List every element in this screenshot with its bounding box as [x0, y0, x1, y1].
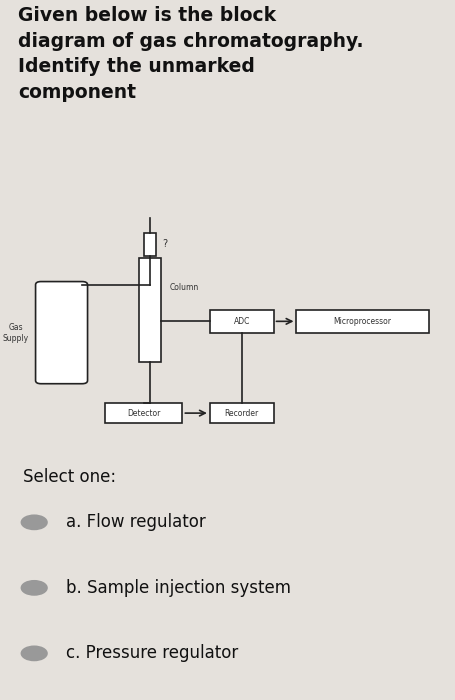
Text: a. Flow regulator: a. Flow regulator [66, 513, 205, 531]
Text: Detector: Detector [126, 409, 160, 418]
Text: ?: ? [162, 239, 167, 248]
Text: Given below is the block
diagram of gas chromatography.
Identify the unmarked
co: Given below is the block diagram of gas … [18, 6, 363, 102]
Circle shape [21, 646, 47, 660]
Bar [209, 310, 273, 332]
Text: ADC: ADC [233, 317, 249, 326]
Bar [139, 258, 161, 362]
Bar [143, 233, 156, 256]
Text: Select one:: Select one: [23, 468, 116, 486]
Circle shape [21, 515, 47, 529]
Text: Gas
Supply: Gas Supply [3, 323, 29, 343]
Text: c. Pressure regulator: c. Pressure regulator [66, 645, 238, 662]
Bar [105, 403, 182, 423]
Text: Recorder: Recorder [224, 409, 258, 418]
FancyBboxPatch shape [35, 281, 87, 384]
Text: Column: Column [170, 283, 199, 292]
Text: Microprocessor: Microprocessor [333, 317, 391, 326]
Circle shape [21, 581, 47, 595]
Bar [296, 310, 428, 332]
Bar [209, 403, 273, 423]
Text: b. Sample injection system: b. Sample injection system [66, 579, 290, 597]
